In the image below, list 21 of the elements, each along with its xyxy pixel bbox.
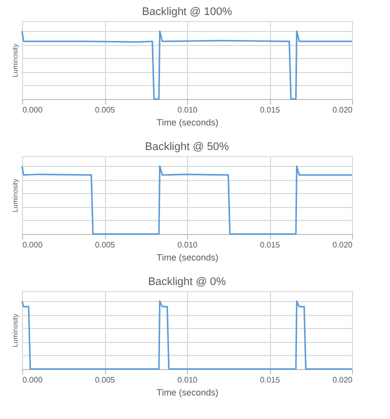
x-tick-label: 0.000	[22, 376, 44, 384]
x-tick-label: 0.010	[177, 240, 198, 250]
x-tick-label: 0.020	[332, 106, 354, 114]
x-tick-label: 0.020	[332, 240, 354, 250]
chart-title: Backlight @ 50%	[145, 141, 230, 153]
x-tick-label: 0.015	[260, 376, 281, 384]
x-tick-label: 0.005	[94, 376, 116, 384]
x-axis-title: Time (seconds)	[156, 252, 218, 262]
x-tick-label: 0.005	[94, 240, 116, 250]
chart-title: Backlight @ 0%	[148, 276, 226, 288]
x-tick-label: 0.005	[94, 106, 116, 114]
x-tick-label: 0.000	[22, 240, 44, 250]
x-tick-label: 0.020	[332, 376, 354, 384]
x-axis-title: Time (seconds)	[156, 388, 218, 398]
chart-title: Backlight @ 100%	[142, 6, 232, 18]
x-tick-label: 0.015	[260, 106, 281, 114]
x-tick-label: 0.015	[260, 240, 281, 250]
x-axis-title: Time (seconds)	[156, 118, 218, 128]
x-tick-label: 0.000	[22, 106, 44, 114]
x-tick-label: 0.010	[177, 376, 198, 384]
x-tick-label: 0.010	[177, 106, 198, 114]
